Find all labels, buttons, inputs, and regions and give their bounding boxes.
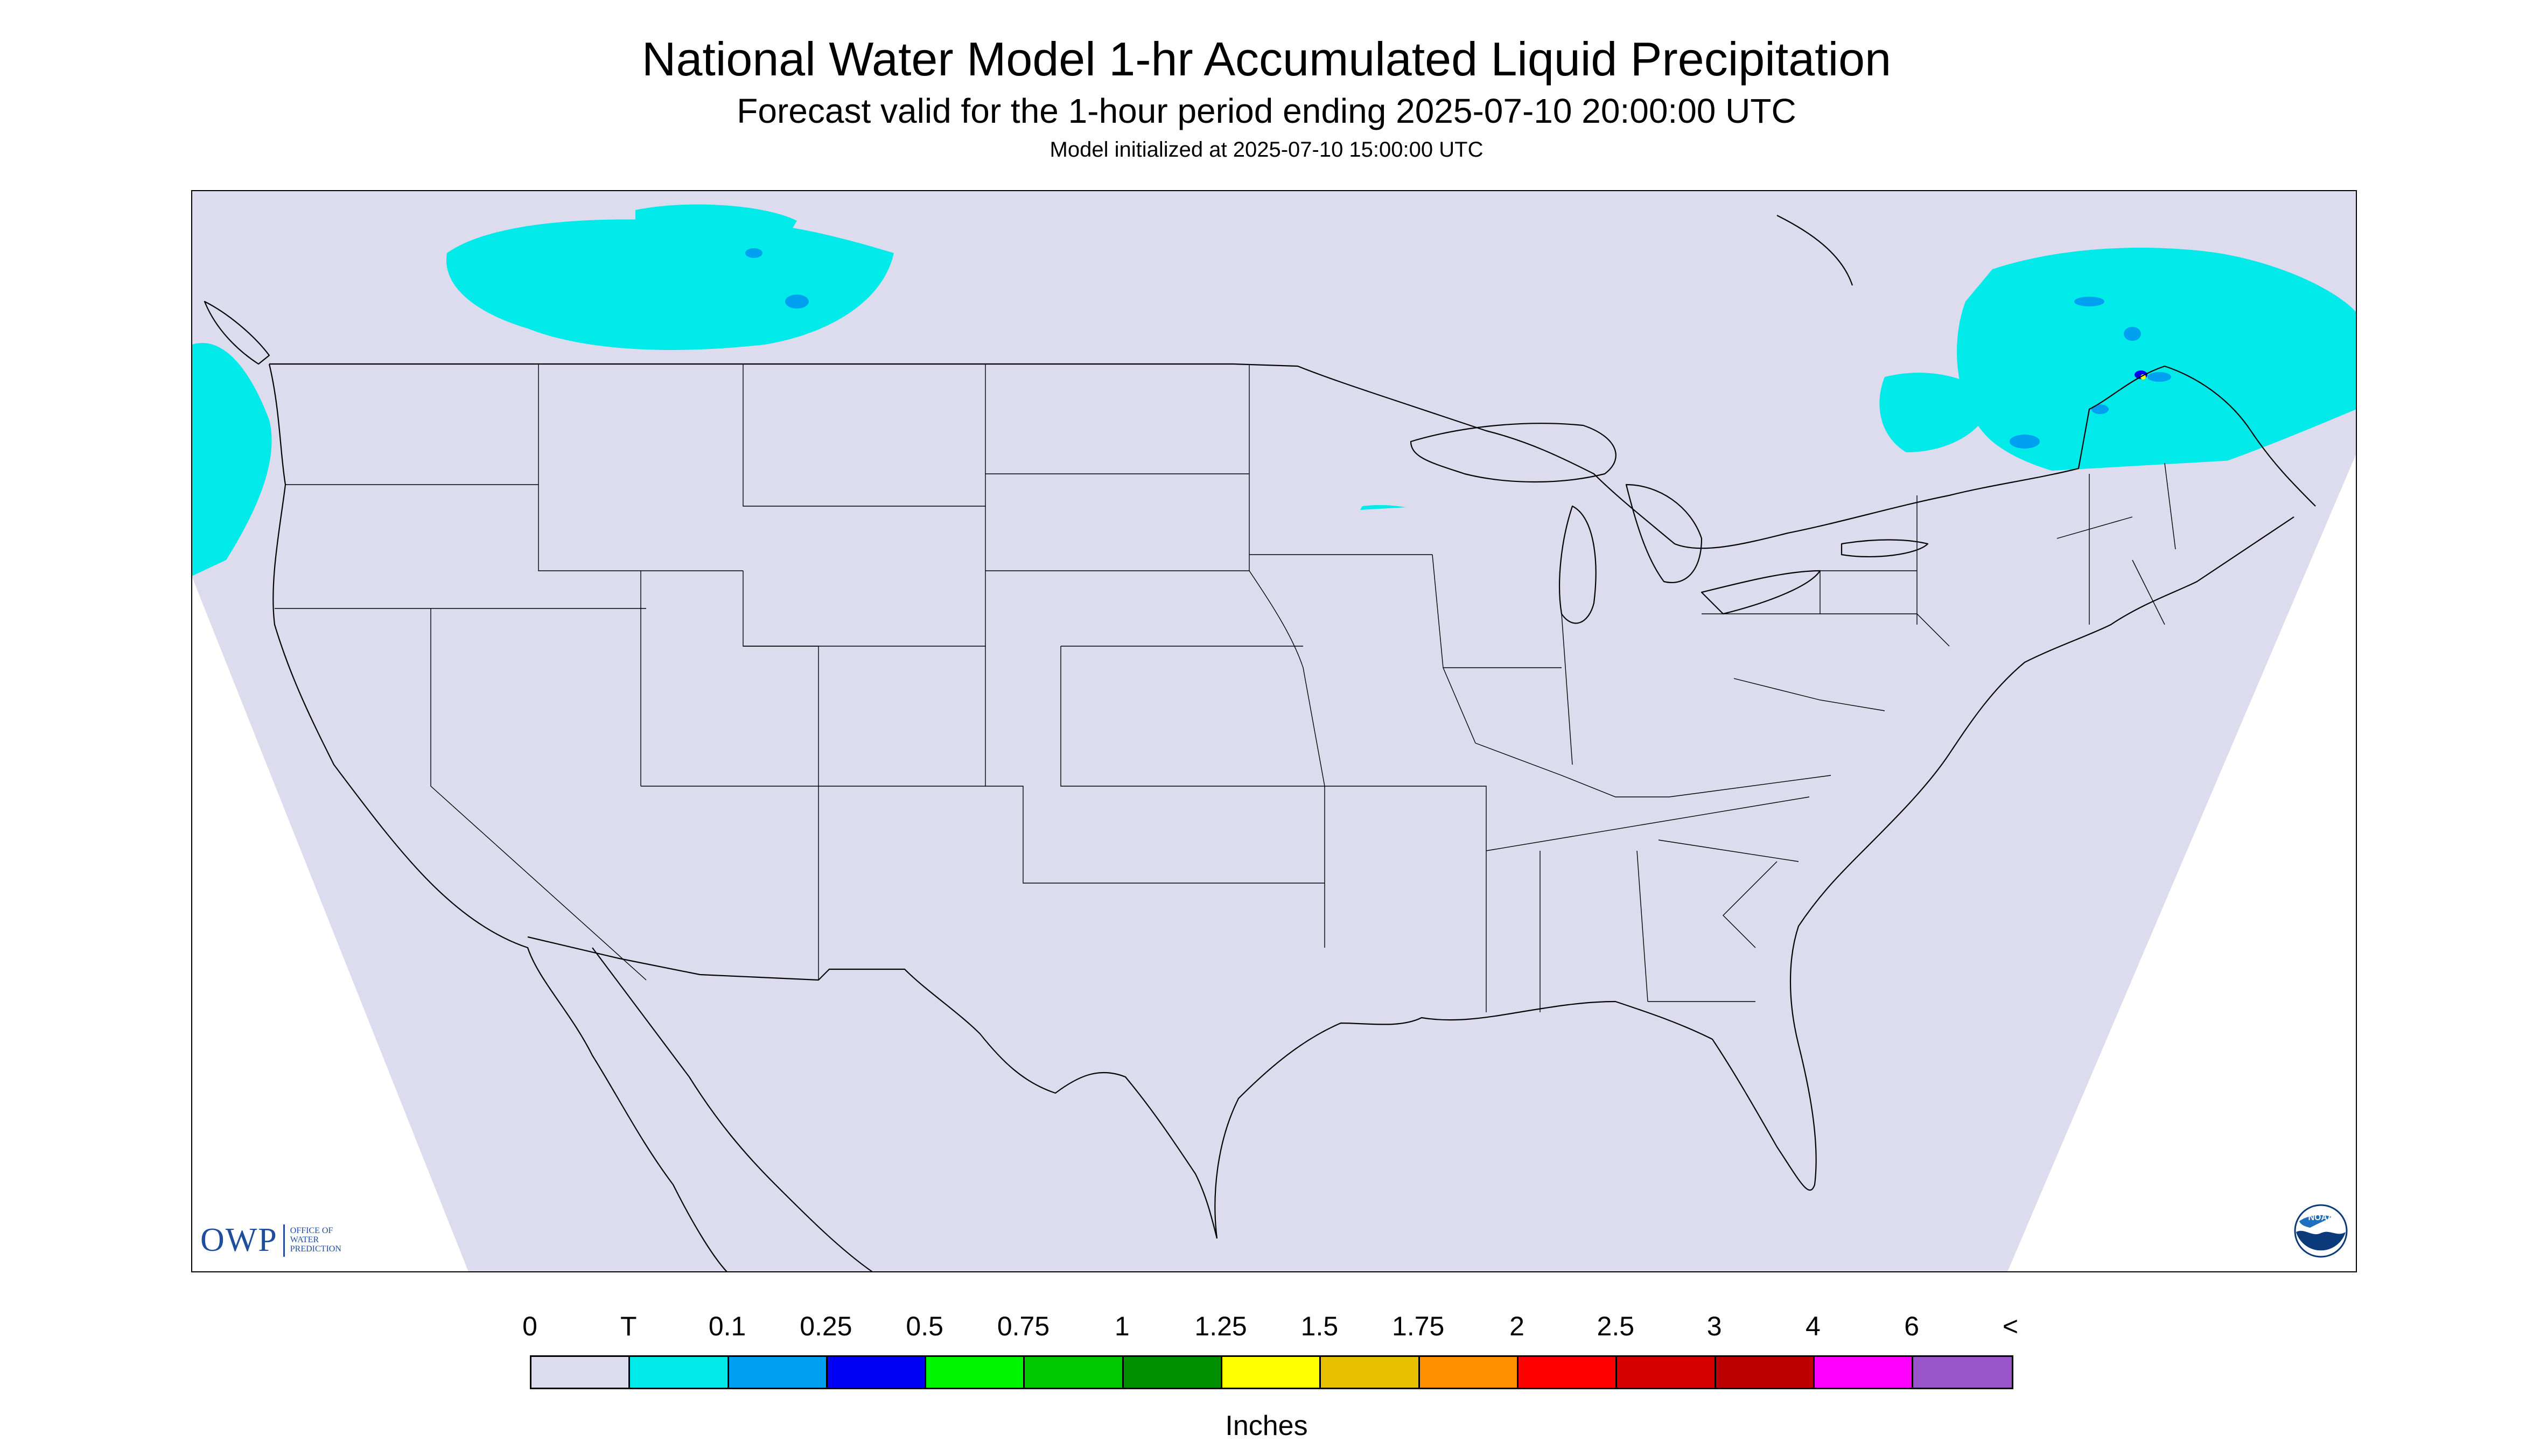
map-frame	[191, 190, 2357, 1272]
precip-cell-medium	[2147, 372, 2171, 382]
colorbar-tick-label: 6	[1904, 1311, 1920, 1341]
colorbar-tick-label: 1	[1114, 1311, 1130, 1341]
james-bay-coast	[1776, 215, 1853, 286]
gulf-california-coast	[592, 947, 873, 1272]
precip-cell-medium	[785, 295, 809, 309]
colorbar-swatch	[1814, 1357, 1914, 1388]
colorbar-swatch	[1025, 1357, 1124, 1388]
colorbar-swatch	[1913, 1357, 2012, 1388]
precip-cell-medium	[2010, 435, 2040, 449]
precip-cell-medium	[2091, 404, 2109, 414]
precip-area-pnw	[192, 342, 272, 576]
colorbar-tick-label: 0	[522, 1311, 537, 1341]
colorbar-swatch	[729, 1357, 828, 1388]
colorbar-tick-label: 1.75	[1392, 1311, 1445, 1341]
colorbar-tick-label: 1.5	[1300, 1311, 1339, 1341]
colorbar-swatch	[926, 1357, 1025, 1388]
colorbar-tick-label: 4	[1805, 1311, 1821, 1341]
model-init-line: Model initialized at 2025-07-10 15:00:00…	[1049, 138, 1484, 162]
colorbar-tick-label: <	[2002, 1311, 2019, 1341]
pacific-coastline	[268, 363, 727, 1272]
colorbar-tick-label: 3	[1706, 1311, 1722, 1341]
precip-area-bc-2	[635, 204, 797, 250]
colorbar-swatch	[1518, 1357, 1618, 1388]
colorbar-swatch	[1419, 1357, 1519, 1388]
lake-michigan	[1558, 505, 1597, 624]
colorbar-swatch	[1716, 1357, 1815, 1388]
colorbar-tick-label: T	[620, 1311, 637, 1341]
colorbar-swatch	[1321, 1357, 1420, 1388]
vancouver-island	[204, 300, 270, 365]
colorbar-swatch	[827, 1357, 927, 1388]
colorbar-tick-label: 0.25	[800, 1311, 852, 1341]
lake-superior	[1410, 423, 1617, 483]
svg-text:NOAA: NOAA	[2308, 1213, 2334, 1222]
forecast-valid-subtitle: Forecast valid for the 1-hour period end…	[737, 92, 1796, 130]
colorbar-swatch	[1222, 1357, 1321, 1388]
precip-area-bc	[446, 219, 894, 350]
us-canada-border	[269, 363, 2316, 549]
state-boundaries	[275, 364, 2176, 1012]
owp-logo: OWP OFFICE OF WATER PREDICTION	[200, 1221, 366, 1259]
precipitation-colorbar	[530, 1355, 2014, 1389]
political-boundaries	[204, 215, 2316, 1272]
colorbar-tick-label: 2	[1509, 1311, 1524, 1341]
colorbar-tick-label: 0.1	[708, 1311, 746, 1341]
colorbar-swatch	[630, 1357, 729, 1388]
owp-logo-divider	[283, 1224, 285, 1257]
lake-huron	[1625, 484, 1703, 583]
model-domain-area	[192, 191, 2356, 1272]
us-mexico-border	[527, 936, 1218, 1239]
colorbar-swatch	[531, 1357, 631, 1388]
precip-area-ontario	[1879, 373, 1992, 452]
precip-cell-medium	[745, 248, 762, 258]
lake-ontario	[1841, 539, 1929, 558]
colorbar-tick-label: 0.5	[906, 1311, 943, 1341]
colorbar-tick-label: 2.5	[1597, 1311, 1635, 1341]
colorbar-swatch	[1123, 1357, 1223, 1388]
map-title: National Water Model 1-hr Accumulated Li…	[641, 32, 1892, 86]
owp-logo-org: OFFICE OF WATER PREDICTION	[290, 1226, 341, 1254]
colorbar-tick-label: 0.75	[997, 1311, 1050, 1341]
colorbar-swatch	[1617, 1357, 1716, 1388]
precip-area-quebec	[1957, 248, 2356, 485]
colorbar-units-label: Inches	[1225, 1410, 1308, 1441]
precip-cell-medium	[2074, 297, 2104, 306]
gulf-coastline	[1214, 516, 2294, 1239]
noaa-logo-icon: NOAA	[2294, 1204, 2348, 1258]
colorbar-tick-label: 1.25	[1194, 1311, 1247, 1341]
precip-cell-medium	[2124, 327, 2141, 341]
owp-logo-letters: OWP	[200, 1222, 278, 1258]
